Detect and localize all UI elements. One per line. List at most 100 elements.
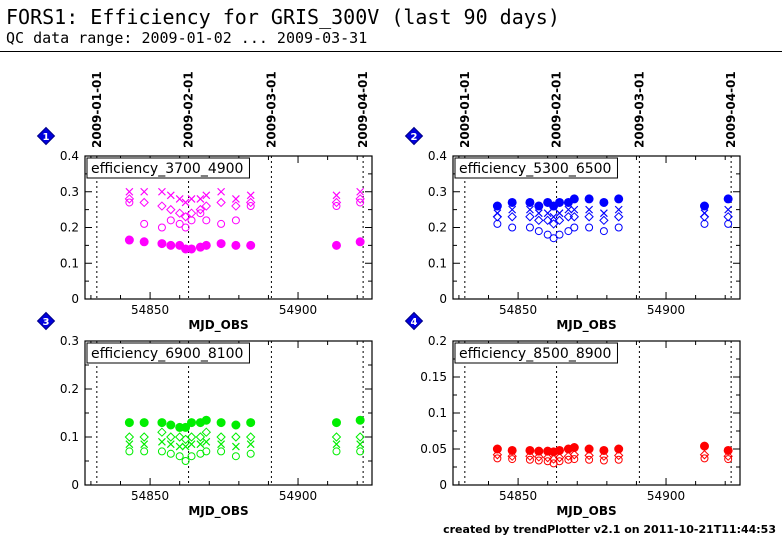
panel-number-label: 2 <box>411 132 418 143</box>
data-point-diamond <box>231 432 241 442</box>
data-point-filled-circle <box>355 415 365 425</box>
chart-panel-2: 54850 54900 0 0.1 0.2 0.3 0.4 MJD_OBS 2009-01-01… <box>404 71 741 333</box>
panel-title-box <box>454 157 618 179</box>
x-tick-label: 54900 <box>279 489 317 503</box>
data-point-filled-circle <box>584 444 594 454</box>
data-point-cross <box>585 205 594 214</box>
data-point-open-circle <box>549 234 558 243</box>
data-point-filled-circle <box>216 418 226 428</box>
data-point-filled-circle <box>246 240 256 250</box>
data-point-diamond <box>554 452 565 463</box>
data-point-open-circle <box>508 455 517 464</box>
data-point-open-circle <box>166 216 175 225</box>
panel-number-badge <box>36 311 56 331</box>
panel-number-label: 1 <box>43 132 50 143</box>
data-point-diamond <box>331 432 342 442</box>
data-point-diamond <box>186 432 197 442</box>
data-point-cross <box>202 191 211 200</box>
data-point-diamond <box>124 432 135 442</box>
panel-title-box <box>86 157 250 179</box>
data-point-open-circle <box>157 223 166 232</box>
data-point-filled-circle <box>525 445 535 455</box>
top-axis-date-label: 2009-02-01 <box>182 71 196 148</box>
data-point-open-circle <box>700 219 709 228</box>
data-point-filled-circle <box>166 420 176 430</box>
data-point-filled-circle <box>723 194 733 204</box>
chart-panel-3: 54850 54900 0 0.1 0.2 0.3 MJD_OBS 3 efficiency_6… <box>36 311 373 519</box>
data-point-cross <box>564 205 573 214</box>
data-point-open-circle <box>564 227 573 236</box>
top-axis-date-label: 2009-02-01 <box>550 71 564 148</box>
data-point-diamond <box>166 432 176 442</box>
data-point-filled-circle <box>201 415 211 425</box>
y-tick-label: 0.15 <box>420 370 447 384</box>
y-tick-label: 0.2 <box>60 382 79 396</box>
data-point-open-circle <box>196 209 205 218</box>
y-tick-label: 0.1 <box>428 406 447 420</box>
panel-title: efficiency_5300_6500 <box>459 161 611 177</box>
data-point-diamond <box>195 432 206 442</box>
data-point-cross <box>181 442 190 451</box>
data-point-cross <box>187 440 196 449</box>
panel-number-badge <box>404 311 424 331</box>
top-axis-date-label: 2009-03-01 <box>264 71 278 148</box>
data-point-diamond <box>231 201 241 211</box>
data-point-diamond <box>166 204 176 215</box>
data-point-diamond <box>180 212 191 222</box>
data-point-open-circle <box>599 456 608 465</box>
data-point-open-circle <box>614 223 623 232</box>
data-point-diamond <box>569 450 580 460</box>
data-point-open-circle <box>175 219 184 228</box>
data-point-diamond <box>569 212 580 222</box>
data-point-open-circle <box>217 219 226 228</box>
panel-number-label: 4 <box>411 317 418 328</box>
data-point-open-circle <box>140 219 149 228</box>
data-point-open-circle <box>493 454 502 463</box>
data-point-filled-circle <box>157 418 167 428</box>
data-point-diamond <box>554 215 565 226</box>
panel-title: efficiency_8500_8900 <box>459 346 611 362</box>
x-tick-label: 54850 <box>499 303 537 317</box>
top-axis-date-label: 2009-01-01 <box>458 71 472 148</box>
data-point-open-circle <box>585 455 594 464</box>
data-point-filled-circle <box>507 197 517 207</box>
data-point-filled-circle <box>492 201 502 211</box>
data-point-cross <box>181 198 190 207</box>
data-point-open-circle <box>246 202 255 211</box>
top-axis-date-label: 2009-04-01 <box>356 71 370 148</box>
top-axis-date-label: 2009-04-01 <box>724 71 738 148</box>
y-tick-label: 0.1 <box>428 256 447 270</box>
data-point-filled-circle <box>492 444 502 454</box>
y-tick-label: 0.4 <box>60 149 79 163</box>
data-point-cross <box>555 209 564 218</box>
y-tick-label: 0.2 <box>428 334 447 348</box>
data-point-open-circle <box>231 216 240 225</box>
x-tick-label: 54900 <box>279 303 317 317</box>
panel-number-badge <box>404 126 424 146</box>
data-point-cross <box>196 440 205 449</box>
data-point-filled-circle <box>355 237 365 247</box>
data-point-cross <box>217 187 226 196</box>
data-point-open-circle <box>231 452 240 461</box>
data-point-filled-circle <box>124 418 134 428</box>
y-tick-label: 0.2 <box>60 221 79 235</box>
data-point-filled-circle <box>599 445 609 455</box>
data-point-open-circle <box>202 216 211 225</box>
panel-title-box <box>86 342 250 364</box>
x-axis-label: MJD_OBS <box>556 318 616 333</box>
panel-number-badge <box>36 126 56 146</box>
data-point-open-circle <box>525 455 534 464</box>
data-point-diamond <box>525 212 535 222</box>
top-axis-date-label: 2009-01-01 <box>90 71 104 148</box>
data-point-open-circle <box>157 447 166 456</box>
data-point-open-circle <box>570 223 579 232</box>
data-point-filled-circle <box>331 240 341 250</box>
data-point-diamond <box>174 208 185 218</box>
y-tick-label: 0.3 <box>60 185 79 199</box>
panel-number-label: 3 <box>43 317 50 328</box>
data-point-filled-circle <box>181 422 191 432</box>
data-point-diamond <box>245 432 256 442</box>
data-point-diamond <box>124 194 135 204</box>
data-point-filled-circle <box>555 197 565 207</box>
